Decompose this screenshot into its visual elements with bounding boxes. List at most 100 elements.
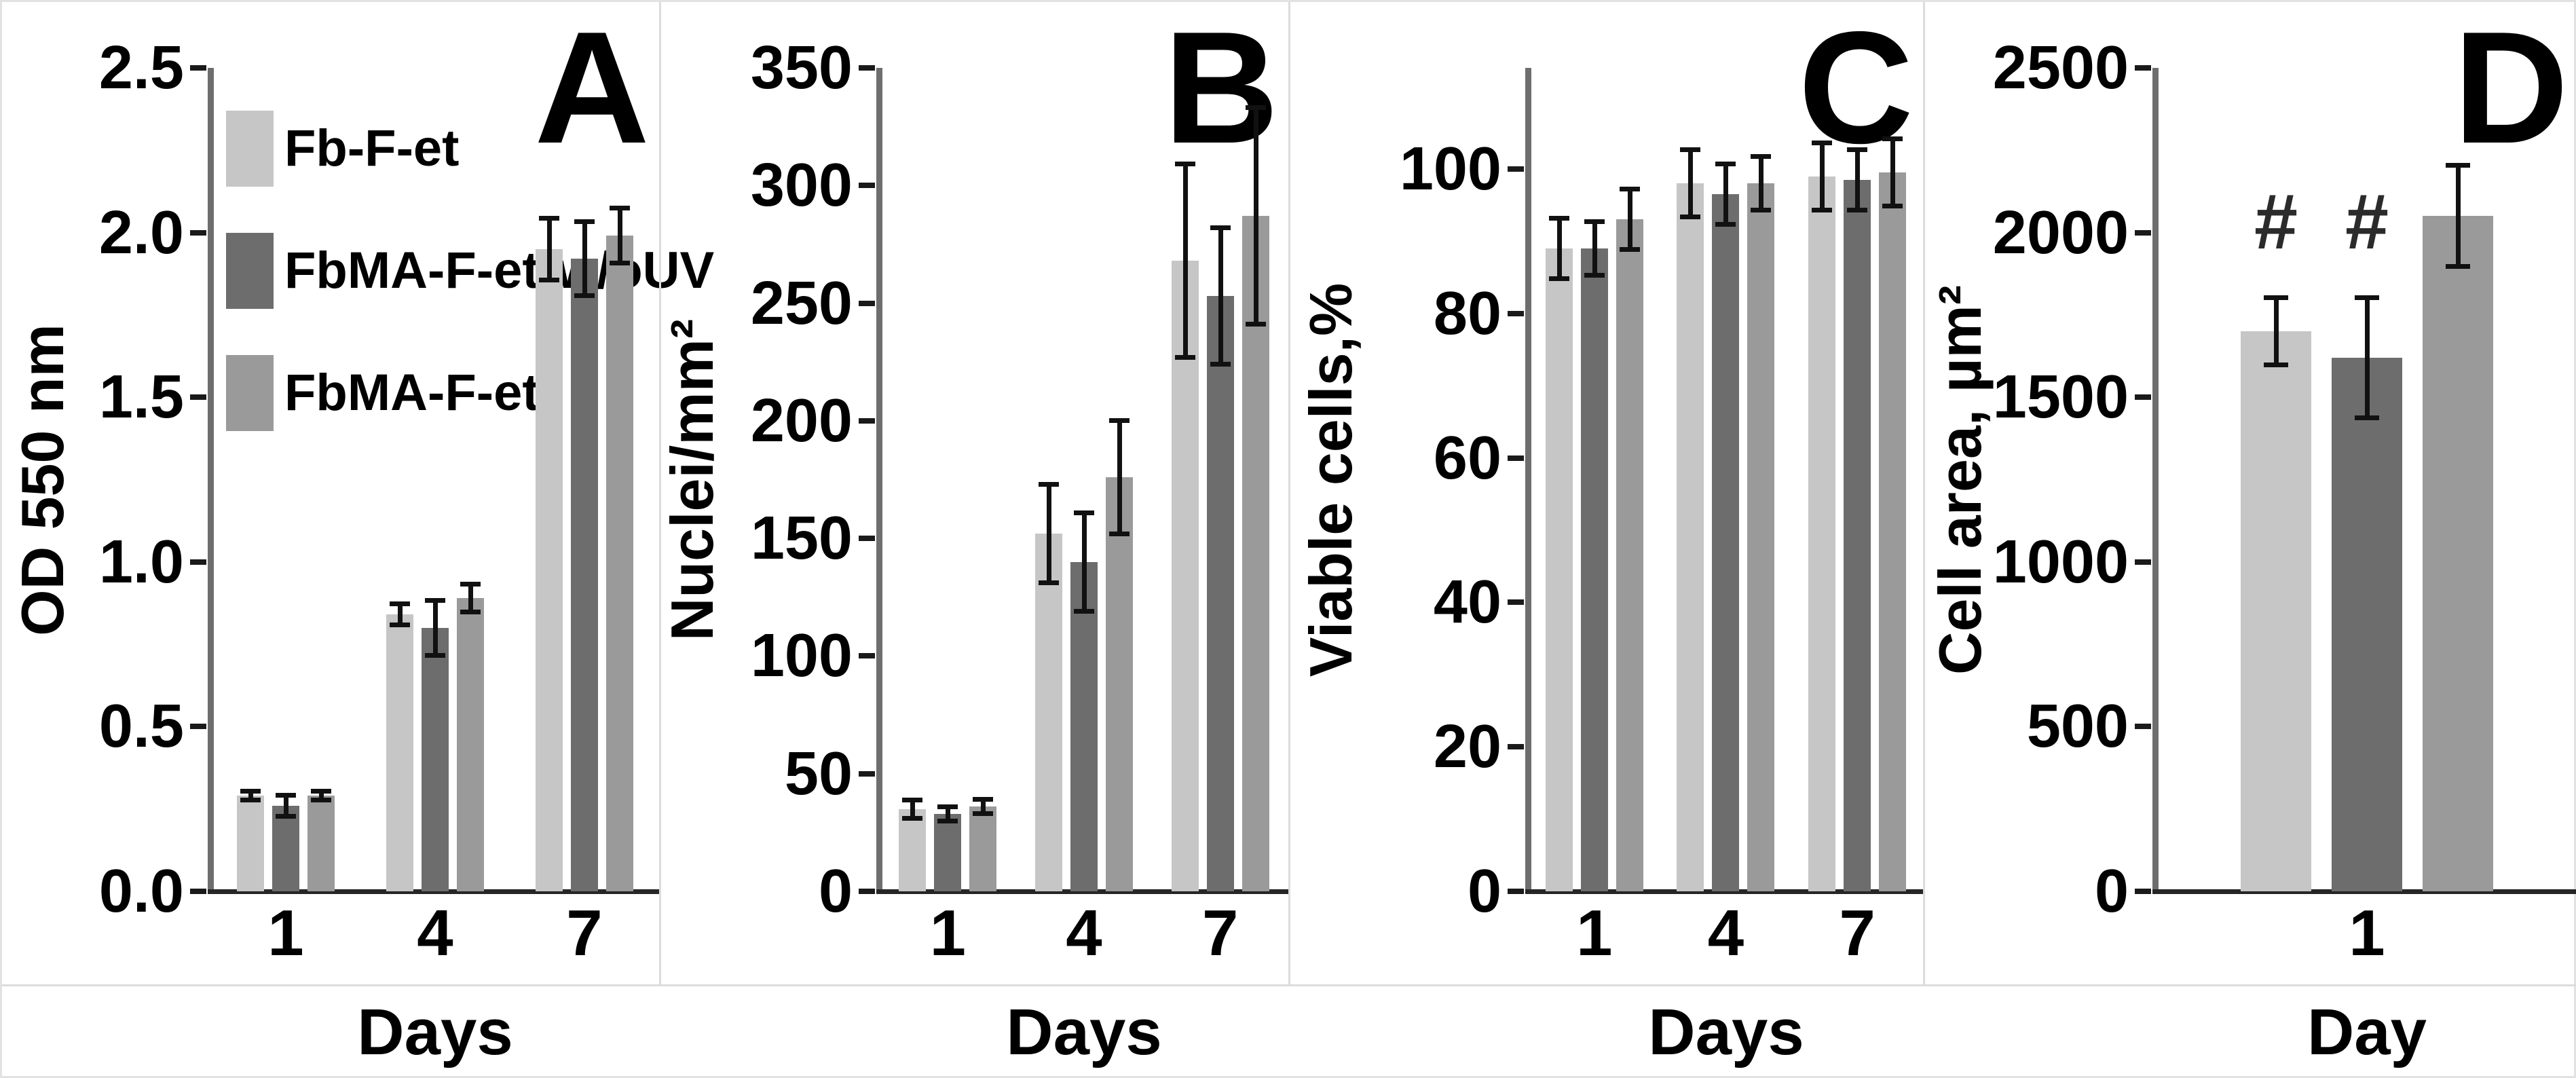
error-bar: [1081, 510, 1087, 614]
bar-FbMA-F-et-w/oUV-day1: [2332, 295, 2402, 891]
error-bar-cap-top: [2264, 295, 2288, 300]
y-tick-mark: [190, 394, 206, 401]
error-bar: [1820, 141, 1825, 212]
y-tick-label: 60: [1433, 424, 1501, 492]
error-bar-cap-bottom: [460, 610, 481, 614]
error-bar: [547, 216, 552, 282]
y-tick-mark: [859, 417, 875, 424]
y-tick-mark: [190, 229, 206, 236]
bar-FbMA-F-et-day4: [1105, 418, 1133, 891]
error-bar: [248, 789, 253, 802]
error-bar-cap-top: [1073, 510, 1094, 515]
y-tick-mark: [859, 300, 875, 306]
error-bar-cap-bottom: [1882, 204, 1903, 208]
error-bar: [433, 598, 438, 658]
error-bar-cap-bottom: [1715, 222, 1736, 227]
x-axis-line: [208, 889, 659, 894]
bar-FbMA-F-et-day1: [1616, 187, 1643, 891]
error-bar-cap-top: [1882, 136, 1903, 141]
y-tick-label: 0: [818, 857, 853, 925]
panel-letter-d: D: [2453, 0, 2569, 176]
bar-group-day-1: [2156, 2, 2576, 891]
y-tick-mark: [859, 183, 875, 189]
error-bar-cap-bottom: [937, 819, 958, 823]
y-tick-mark: [859, 65, 875, 71]
error-bar-cap-bottom: [2446, 264, 2470, 269]
error-bar-cap-top: [1548, 216, 1569, 221]
x-tick-label-day-4: 4: [1066, 897, 1102, 969]
y-tick-label: 2500: [1992, 34, 2129, 102]
y-tick-label: 20: [1433, 713, 1501, 781]
error-bar-cap-top: [240, 789, 261, 794]
significance-marker: #: [2254, 178, 2298, 265]
error-bar-cap-top: [276, 793, 296, 798]
error-bar-cap-bottom: [1073, 609, 1094, 614]
error-bar: [398, 601, 403, 627]
error-bar-cap-top: [1108, 418, 1130, 423]
legend-item-fbma-f-et: FbMA-F-et: [226, 355, 714, 431]
y-tick-mark: [859, 770, 875, 777]
panel-letter-b: B: [1163, 0, 1279, 176]
x-axis-title-days-a: Days: [357, 996, 513, 1068]
error-bar: [1046, 482, 1051, 585]
y-axis-title-od550: OD 550 nm: [9, 323, 76, 636]
y-tick-mark: [2135, 559, 2151, 565]
error-bar-cap-bottom: [1680, 215, 1701, 219]
error-bar-cap-bottom: [425, 653, 445, 658]
error-bar-cap-top: [1245, 105, 1266, 110]
y-tick-mark: [2135, 724, 2151, 730]
legend-label: Fb-F-et: [284, 119, 460, 177]
y-tick-label: 250: [750, 269, 853, 337]
error-bar: [1117, 418, 1122, 536]
y-tick-label: 0.0: [98, 857, 184, 925]
x-tick-label-day-7: 7: [1839, 897, 1875, 969]
error-bar-cap-top: [2446, 163, 2470, 168]
x-axis-line: [2152, 889, 2576, 894]
y-tick-label: 350: [750, 34, 853, 102]
bar-FbMA-F-et-w/oUV-day4: [422, 598, 449, 891]
y-tick-label: 1.0: [98, 527, 184, 596]
error-bar-cap-bottom: [1108, 532, 1130, 536]
x-axis-title-day-d: Day: [2307, 996, 2427, 1068]
y-tick-mark: [190, 65, 206, 71]
error-bar: [1890, 136, 1896, 208]
error-bar: [981, 797, 986, 816]
error-bar-cap-bottom: [973, 811, 994, 816]
error-bar-cap-top: [1619, 187, 1640, 191]
error-bar-cap-top: [460, 582, 481, 587]
y-tick-label: 0.5: [98, 692, 184, 761]
error-bar: [618, 206, 622, 265]
panel-b: Nuclei/mm² B 0 50 100 150 200 250 300 350 1 4 7: [658, 0, 1288, 984]
y-axis-line: [208, 68, 214, 894]
error-bar-cap-top: [1038, 482, 1059, 487]
bar-FbMA-F-et-w/oUV-day1: [1580, 219, 1608, 891]
error-bar: [910, 798, 916, 821]
bar-Fb-F-et-day1: [899, 798, 927, 891]
bar-FbMA-F-et-w/oUV-day7: [571, 219, 598, 891]
y-tick-label: 100: [1399, 134, 1501, 203]
error-bar-cap-top: [1751, 154, 1772, 159]
error-bar-cap-top: [1680, 147, 1701, 152]
error-bar: [319, 789, 324, 802]
error-bar: [1855, 147, 1861, 212]
bar-group-day-4: [360, 2, 510, 891]
panel-separator: [659, 2, 661, 984]
y-tick-label: 1500: [1992, 363, 2129, 432]
y-tick-label: 150: [750, 504, 853, 573]
bar-group-day-1: [1529, 2, 1660, 891]
error-bar: [2456, 163, 2461, 269]
error-bar-cap-bottom: [574, 293, 595, 298]
y-axis-line: [876, 68, 882, 894]
error-bar-cap-top: [425, 598, 445, 603]
bar-group-day-1: [211, 2, 360, 891]
y-tick-mark: [1508, 599, 1524, 606]
y-tick-mark: [859, 653, 875, 659]
bar-FbMA-F-et-w/oUV-day7: [1206, 225, 1234, 891]
legend-swatch-medium-gray: [226, 355, 274, 431]
legend-label: FbMA-F-et: [284, 364, 540, 422]
x-axis-line: [1525, 889, 1923, 894]
y-axis-line: [2152, 68, 2159, 894]
legend-swatch-light-gray: [226, 111, 274, 187]
panel-a: OD 550 nm A Fb-F-et FbMA-F-et-w/oUV FbMA…: [2, 2, 714, 984]
